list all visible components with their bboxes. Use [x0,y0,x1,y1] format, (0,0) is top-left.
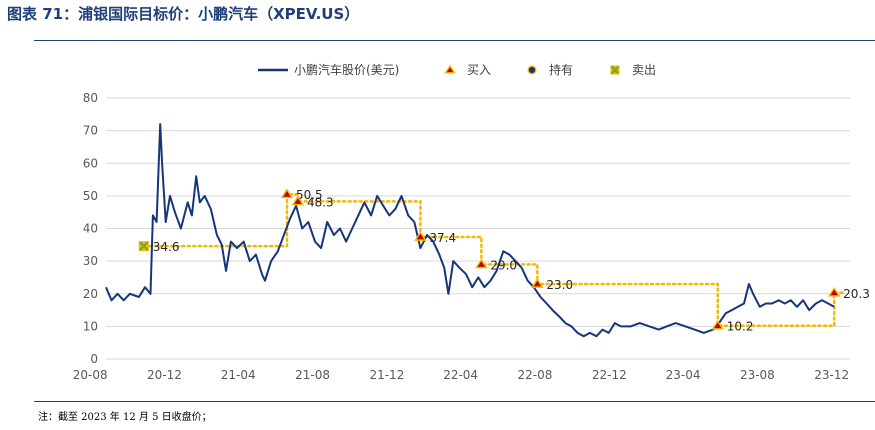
x-tick-label: 23-08 [740,368,775,382]
footnote: 注：截至 2023 年 12 月 5 日收盘价； [38,412,212,423]
target-price-label: 48.3 [307,195,334,209]
y-tick-label: 0 [90,352,98,366]
y-axis: 0 10 20 30 40 50 60 70 80 [83,91,98,366]
target-price-label: 29.0 [490,258,517,272]
y-tick-label: 50 [83,189,98,203]
price-series-line [105,123,835,338]
y-tick-label: 30 [83,254,98,268]
sell-marker-cross [610,65,620,75]
target-price-label: 34.6 [153,240,180,254]
x-tick-label: 22-12 [592,368,627,382]
hold-marker [527,65,537,75]
x-tick-label: 21-08 [295,368,330,382]
x-tick-label: 21-12 [369,368,404,382]
footer-divider [34,401,875,402]
y-tick-label: 20 [83,287,98,301]
buy-marker [291,195,305,206]
x-tick-label: 23-12 [814,368,849,382]
y-tick-label: 60 [83,156,98,170]
x-tick-label: 23-04 [666,368,701,382]
target-price-label: 37.4 [429,231,456,245]
price-line [105,123,835,338]
x-tick-label: 22-08 [518,368,553,382]
legend-label: 持有 [549,62,573,77]
y-tick-label: 10 [83,319,98,333]
chart-legend: 小鹏汽车股价(美元) 买入 持有 卖出 [258,62,656,77]
y-tick-label: 80 [83,91,98,105]
target-price-label: 10.2 [727,320,754,334]
buy-marker [531,278,544,288]
y-tick-label: 40 [83,222,98,236]
x-tick-label: 20-08 [73,368,108,382]
buy-marker [444,64,456,74]
sell-marker-cross [139,241,149,251]
target-price-label: 20.3 [843,287,870,301]
x-tick-label: 20-12 [147,368,182,382]
y-tick-label: 70 [83,124,98,138]
target-price-step-line [142,192,845,327]
buy-marker [280,188,294,199]
buy-marker [475,258,488,269]
x-axis: 20-08 20-12 21-04 21-08 21-12 22-04 22-08 22-12… [73,368,849,382]
x-tick-label: 21-04 [221,368,256,382]
figure-title: 图表 71：浦银国际目标价：小鹏汽车（XPEV.US） [0,0,875,36]
price-target-chart: 小鹏汽车股价(美元) 买入 持有 卖出 0 10 20 30 40 50 60 70 80 20-08… [73,62,870,382]
buy-marker [711,319,725,330]
target-price-line [142,192,845,327]
target-price-label: 23.0 [546,278,573,292]
legend-label: 卖出 [632,63,656,77]
legend-label: 买入 [467,63,491,77]
figure-title-text: 图表 71：浦银国际目标价：小鹏汽车（XPEV.US） [7,5,360,23]
rating-markers: 34.6 50.548.3 37.4 29.0 23.0 10.2 20.3 [138,188,870,334]
legend-label: 小鹏汽车股价(美元) [294,62,399,77]
buy-marker [414,231,427,241]
target-price-label: 50.5 [296,188,323,202]
x-tick-label: 22-04 [443,368,478,382]
buy-marker [827,286,841,297]
title-divider [34,40,875,41]
